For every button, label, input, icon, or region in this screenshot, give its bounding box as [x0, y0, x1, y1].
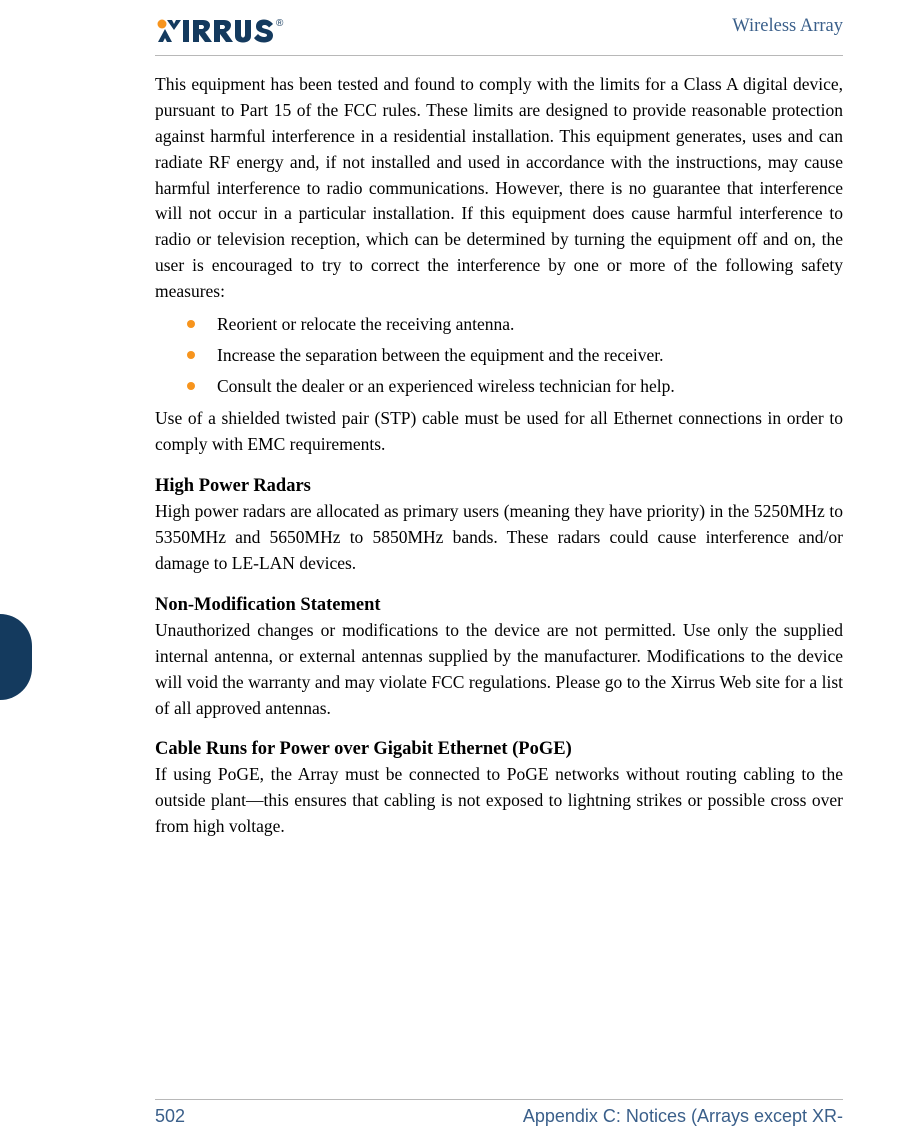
page-number: 502 [155, 1106, 185, 1127]
bullet-text: Reorient or relocate the receiving anten… [217, 311, 514, 338]
page-header: ® Wireless Array [155, 14, 843, 56]
header-title: Wireless Array [732, 16, 843, 37]
section-heading-poge: Cable Runs for Power over Gigabit Ethern… [155, 739, 843, 760]
list-item: Reorient or relocate the receiving anten… [155, 311, 843, 338]
bullet-text: Increase the separation between the equi… [217, 342, 664, 369]
page-footer: 502 Appendix C: Notices (Arrays except X… [155, 1099, 843, 1127]
appendix-label: Appendix C: Notices (Arrays except XR- [523, 1106, 843, 1127]
bullet-icon [187, 382, 195, 390]
svg-text:®: ® [276, 18, 284, 29]
section-heading-nonmod: Non-Modification Statement [155, 595, 843, 616]
bullet-text: Consult the dealer or an experienced wir… [217, 373, 675, 400]
side-tab [0, 614, 32, 700]
list-item: Increase the separation between the equi… [155, 342, 843, 369]
brand-logo: ® [155, 16, 295, 46]
section-text-nonmod: Unauthorized changes or modifications to… [155, 618, 843, 722]
section-heading-radars: High Power Radars [155, 476, 843, 497]
page-content: This equipment has been tested and found… [155, 72, 843, 846]
xirrus-logo-icon: ® [155, 16, 295, 46]
bullet-icon [187, 320, 195, 328]
section-text-poge: If using PoGE, the Array must be connect… [155, 762, 843, 840]
stp-paragraph: Use of a shielded twisted pair (STP) cab… [155, 406, 843, 458]
list-item: Consult the dealer or an experienced wir… [155, 373, 843, 400]
safety-measures-list: Reorient or relocate the receiving anten… [155, 311, 843, 400]
bullet-icon [187, 351, 195, 359]
intro-paragraph: This equipment has been tested and found… [155, 72, 843, 305]
section-text-radars: High power radars are allocated as prima… [155, 499, 843, 577]
